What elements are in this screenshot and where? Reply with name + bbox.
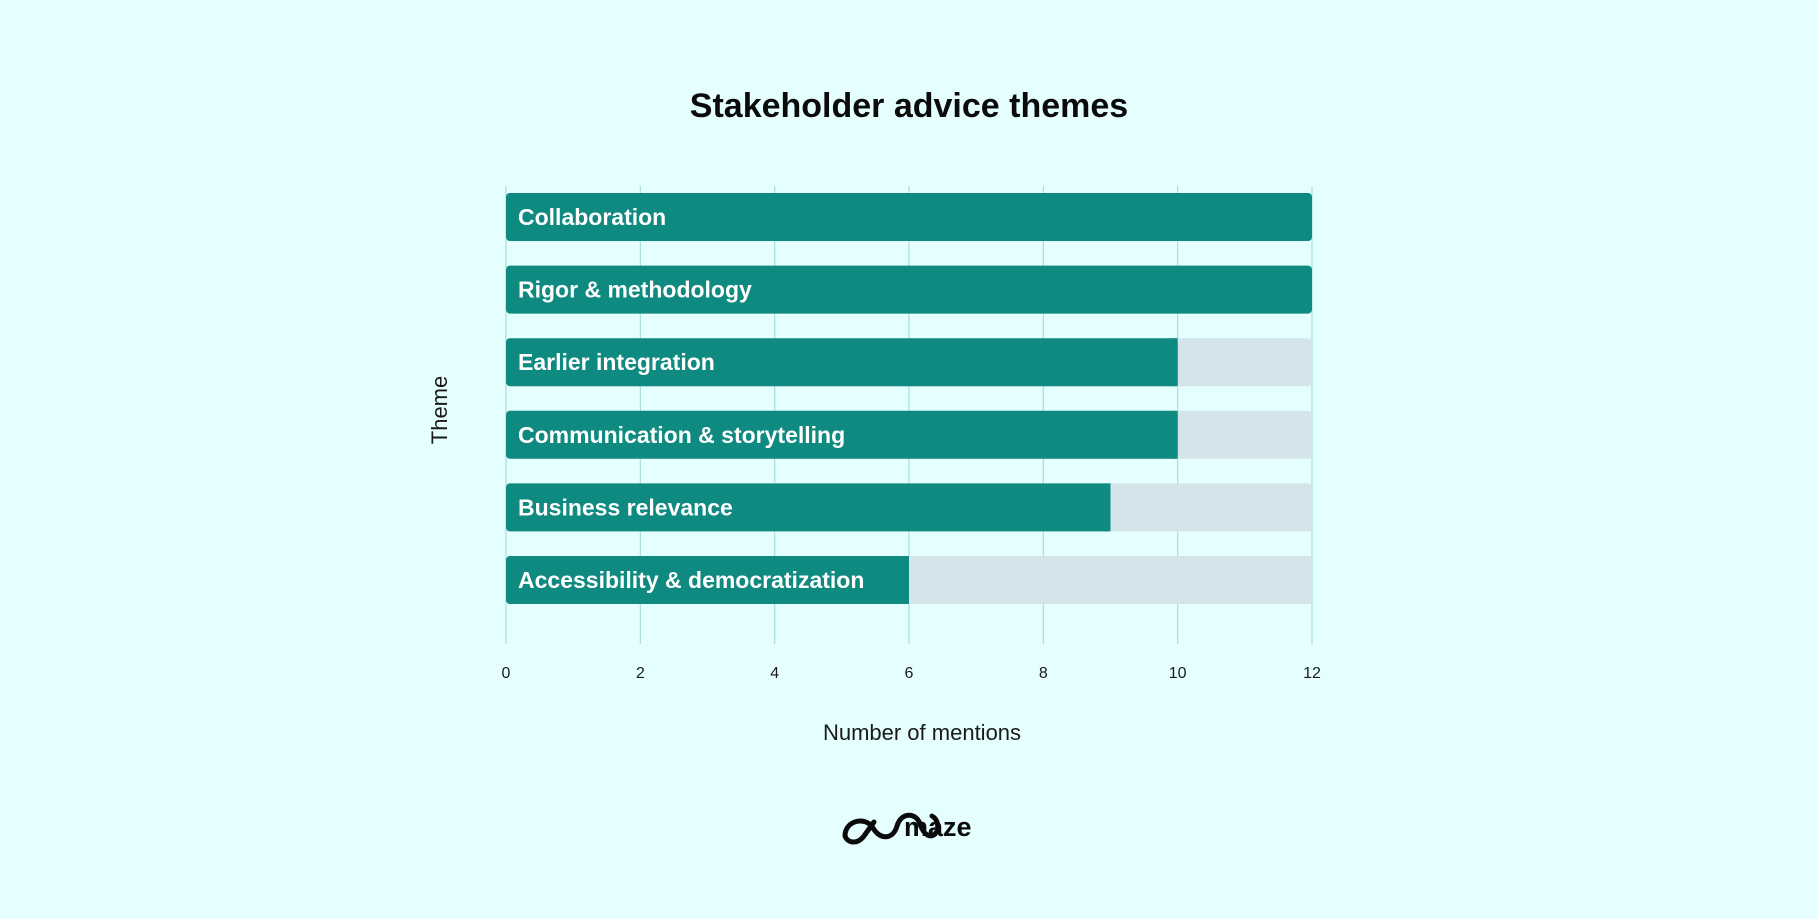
bar-group: Business relevance	[506, 483, 1312, 532]
x-tick-label: 12	[1303, 665, 1321, 682]
x-tick-label: 0	[502, 665, 511, 682]
bar	[506, 338, 1178, 387]
bar	[506, 193, 1312, 241]
bar-edge	[1171, 338, 1178, 387]
bar-group: Accessibility & democratization	[506, 556, 1312, 604]
x-tick-label: 2	[636, 665, 645, 682]
bar-label: Business relevance	[518, 494, 733, 520]
chart-title: Stakeholder advice themes	[690, 87, 1128, 125]
logo-text: maze	[904, 812, 972, 842]
bar-group: Earlier integration	[506, 338, 1312, 387]
bar-edge	[1104, 483, 1111, 532]
bar-label: Accessibility & democratization	[518, 567, 864, 593]
bar	[506, 410, 1178, 459]
bar	[506, 556, 909, 604]
bar-edge	[903, 556, 909, 604]
bar-label: Rigor & methodology	[518, 277, 752, 303]
maze-logo: maze	[842, 812, 972, 845]
maze-logo-icon	[842, 812, 941, 845]
bar-group: Rigor & methodology	[506, 265, 1312, 314]
y-axis-label: Theme	[427, 376, 452, 444]
bar-label: Earlier integration	[518, 349, 715, 375]
bar-group: Communication & storytelling	[506, 410, 1312, 459]
bar	[506, 265, 1312, 314]
bars: Collaboration Rigor & methodology Earlier …	[506, 193, 1312, 604]
x-tick-label: 8	[1039, 665, 1048, 682]
x-tick-labels: 0 2 4 6 8 10 12	[502, 665, 1321, 682]
bar-label: Collaboration	[518, 204, 666, 230]
x-tick-label: 10	[1169, 665, 1187, 682]
x-axis-label: Number of mentions	[823, 720, 1021, 745]
x-tick-label: 6	[905, 665, 914, 682]
bar-group: Collaboration	[506, 193, 1312, 241]
bar-edge	[1171, 410, 1178, 459]
bar-label: Communication & storytelling	[518, 422, 845, 448]
x-tick-label: 4	[770, 665, 779, 682]
bar	[506, 483, 1111, 532]
